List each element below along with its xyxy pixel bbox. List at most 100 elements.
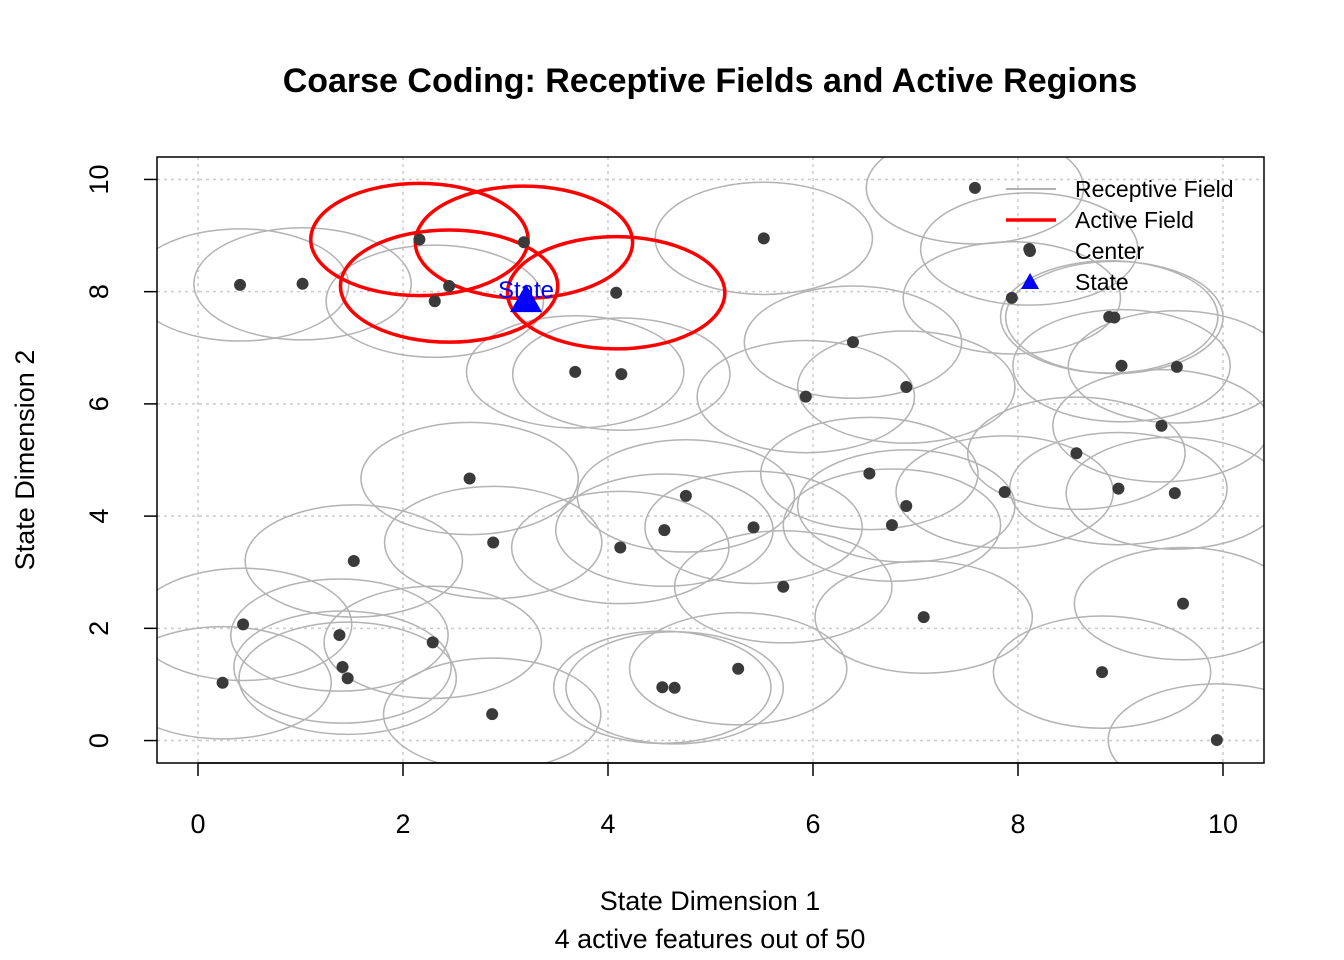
legend-center-dot <box>1024 245 1036 257</box>
center-point <box>917 611 930 624</box>
center-point <box>732 662 745 675</box>
center-point <box>333 629 346 642</box>
receptive-field <box>919 192 1139 306</box>
centers <box>216 181 1223 746</box>
center-point <box>998 485 1011 498</box>
center-point <box>487 536 500 549</box>
receptive-field <box>865 157 1085 245</box>
receptive-field <box>157 567 353 682</box>
receptive-field <box>992 615 1212 729</box>
center-point <box>679 489 692 502</box>
legend-label: Receptive Field <box>1075 176 1234 202</box>
center-point <box>1170 360 1183 373</box>
receptive-field <box>1073 546 1264 661</box>
legend-label: Center <box>1075 238 1144 264</box>
y-tick-label: 8 <box>84 284 114 299</box>
x-tick-label: 6 <box>805 809 820 839</box>
center-point <box>237 618 250 631</box>
x-axis: 0 2 4 6 8 10 <box>190 762 1238 839</box>
center-point <box>614 541 627 554</box>
receptive-field <box>238 621 458 736</box>
receptive-field <box>511 317 731 432</box>
receptive-field <box>1004 260 1224 375</box>
center-point <box>668 681 681 694</box>
y-tick-label: 6 <box>84 396 114 411</box>
receptive-field <box>1052 368 1264 483</box>
center-point <box>517 236 530 249</box>
y-tick-label: 2 <box>84 621 114 636</box>
receptive-field <box>233 610 452 724</box>
center-point <box>846 336 859 349</box>
center-point <box>1168 487 1181 500</box>
state-label: State <box>498 277 554 304</box>
receptive-field <box>895 435 1115 549</box>
receptive-field <box>796 330 1016 444</box>
receptive-field <box>510 490 730 605</box>
center-point <box>1005 291 1018 304</box>
center-point <box>336 661 349 674</box>
center-point <box>1155 419 1168 432</box>
state-marker <box>510 284 542 313</box>
y-tick-label: 4 <box>84 509 114 524</box>
center-point <box>900 381 913 394</box>
receptive-field <box>967 396 1186 511</box>
center-point <box>569 365 582 378</box>
center-point <box>216 676 229 689</box>
y-tick-label: 0 <box>84 733 114 748</box>
center-point <box>615 368 628 381</box>
receptive-field <box>1067 310 1264 424</box>
receptive-field <box>673 529 893 644</box>
x-axis-label: State Dimension 1 <box>600 886 821 916</box>
center-point <box>656 681 669 694</box>
receptive-field <box>193 226 412 341</box>
x-tick-label: 0 <box>190 809 205 839</box>
center-point <box>968 181 981 194</box>
center-point <box>428 295 441 308</box>
y-axis-label: State Dimension 2 <box>10 350 40 571</box>
center-point <box>1108 311 1121 324</box>
center-point <box>1096 666 1109 679</box>
receptive-field <box>759 416 979 531</box>
center-point <box>885 519 898 532</box>
center-point <box>777 580 790 593</box>
receptive-field <box>565 630 785 745</box>
receptive-field <box>743 285 963 400</box>
x-tick-label: 2 <box>395 809 410 839</box>
legend-state-triangle <box>1021 273 1039 289</box>
center-point <box>486 708 499 721</box>
receptive-field <box>382 657 602 763</box>
center-point <box>1070 447 1083 460</box>
center-point <box>900 500 913 513</box>
x-tick-label: 4 <box>600 809 615 839</box>
receptive-field <box>902 240 1122 355</box>
receptive-field <box>157 228 350 342</box>
center-point <box>1115 359 1128 372</box>
receptive-field <box>465 315 685 429</box>
center-point <box>463 472 476 485</box>
receptive-field <box>696 339 916 454</box>
center-point <box>443 280 456 293</box>
center-point <box>1177 597 1190 610</box>
center-point <box>799 390 812 403</box>
receptive-field <box>244 504 464 618</box>
legend-label: State <box>1075 269 1129 295</box>
center-point <box>658 524 671 537</box>
receptive-field <box>654 181 874 296</box>
receptive-field <box>1065 436 1264 550</box>
center-point <box>413 233 426 246</box>
receptive-field <box>814 560 1034 674</box>
y-tick-label: 10 <box>84 164 114 194</box>
y-axis: 0 2 4 6 8 10 <box>84 164 157 748</box>
receptive-field <box>1012 308 1231 423</box>
legend-label: Active Field <box>1075 207 1194 233</box>
center-point <box>610 286 623 299</box>
receptive-field <box>360 421 580 536</box>
center-point <box>1112 482 1125 495</box>
active-field <box>505 234 727 351</box>
receptive-field <box>230 578 449 692</box>
x-axis-subtitle: 4 active features out of 50 <box>555 924 866 954</box>
center-point <box>234 278 247 291</box>
receptive-field <box>157 625 332 740</box>
receptive-field <box>644 470 863 585</box>
